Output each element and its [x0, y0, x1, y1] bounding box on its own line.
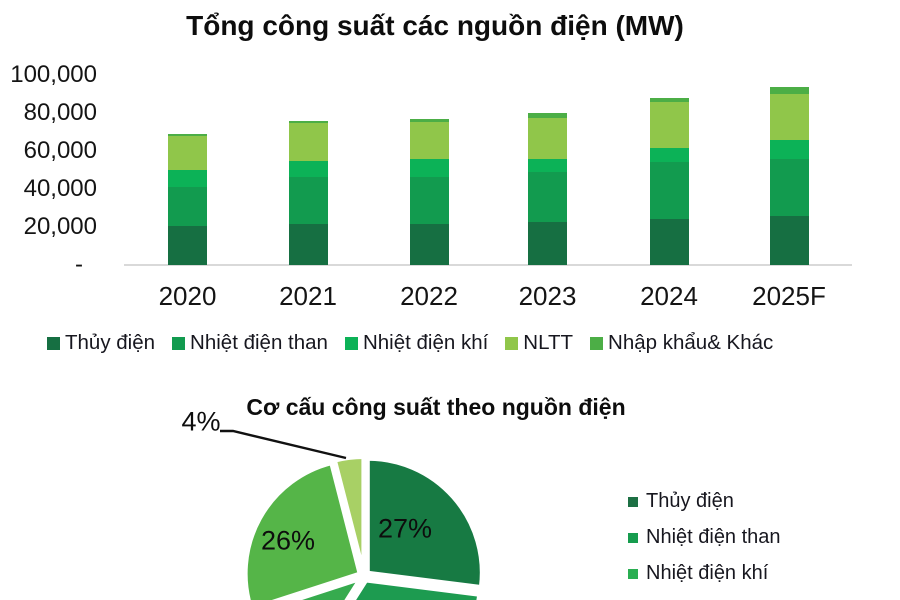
bar-segment-2023-s2: [528, 158, 567, 172]
bar-segment-2020-s4: [168, 133, 207, 137]
legend-label: Nhiệt điện than: [190, 331, 328, 354]
legend-swatch-icon: [590, 336, 604, 350]
bar-segment-2025F-s0: [769, 215, 809, 265]
y-axis-tick-label: 80,000: [23, 99, 97, 126]
x-axis-label-2020: 2020: [158, 281, 217, 311]
legend-swatch-icon: [505, 336, 519, 350]
bar-segment-2022-s2: [409, 159, 449, 178]
pie-chart-title: Cơ cấu công suất theo nguồn điện: [246, 394, 626, 420]
bar-segment-2022-s3: [409, 121, 449, 160]
bar-legend-item-0: Thủy điện: [47, 331, 155, 355]
pie-legend-item-2: Nhiệt điện khí: [628, 562, 781, 585]
y-axis-tick-label: 20,000: [23, 213, 97, 240]
bar-segment-2023-s3: [528, 117, 567, 159]
y-axis-tick-label: 40,000: [23, 175, 97, 202]
legend-swatch-icon: [628, 532, 638, 543]
legend-label: Thủy điện: [646, 490, 734, 512]
bar-segment-2021-s4: [288, 120, 328, 124]
bar-segment-2023-s1: [528, 171, 567, 222]
bar-segment-2025F-s3: [769, 94, 809, 140]
bar-segment-2023-s4: [528, 113, 567, 118]
pie-percent-label-4: 4%: [181, 406, 221, 437]
bar-segment-2020-s0: [168, 226, 207, 265]
bar-segment-2022-s0: [409, 223, 449, 265]
pie-percent-label-0: 27%: [377, 513, 433, 544]
legend-label: Nhập khẩu& Khác: [608, 331, 774, 354]
pie-slice-4: [333, 455, 366, 573]
bar-segment-2020-s2: [168, 170, 207, 187]
bar-segment-2022-s4: [409, 119, 449, 122]
x-axis-label-2024: 2024: [640, 281, 698, 311]
bar-segment-2025F-s4: [769, 86, 809, 95]
pie-legend-item-0: Thủy điện: [628, 490, 781, 513]
pie-label-leader-line: [220, 429, 347, 460]
x-axis-baseline: [124, 264, 852, 266]
legend-label: Thủy điện: [65, 331, 156, 354]
bar-segment-2023-s0: [528, 221, 567, 265]
legend-swatch-icon: [628, 568, 638, 579]
x-axis-label-2025F: 2025F: [752, 281, 826, 311]
bar-segment-2021-s1: [288, 177, 328, 225]
legend-swatch-icon: [47, 336, 60, 350]
bar-segment-2021-s3: [288, 123, 328, 162]
bar-segment-2025F-s2: [769, 139, 809, 160]
bar-segment-2024-s0: [649, 218, 689, 265]
pie-slice-3: [243, 461, 362, 600]
bar-legend-item-1: Nhiệt điện than: [172, 331, 328, 355]
legend-label: Nhiệt điện khí: [646, 562, 769, 584]
pie-percent-label-3: 26%: [260, 525, 316, 556]
bar-legend-item-2: Nhiệt điện khí: [344, 331, 489, 355]
bar-segment-2021-s0: [288, 224, 328, 265]
legend-label: NLTT: [523, 331, 574, 354]
bar-segment-2021-s2: [288, 161, 328, 178]
pie-chart-legend: Thủy điện Nhiệt điện than Nhiệt điện khí: [628, 490, 781, 585]
y-axis-tick-label: 60,000: [23, 137, 97, 164]
pie-slice-0: [365, 456, 484, 589]
x-axis-label-2021: 2021: [279, 281, 337, 311]
bar-segment-2022-s1: [409, 177, 449, 224]
pie-legend-item-1: Nhiệt điện than: [628, 526, 781, 549]
bar-segment-2025F-s1: [769, 159, 809, 216]
legend-label: Nhiệt điện than: [646, 526, 781, 548]
x-axis-label-2023: 2023: [518, 281, 577, 311]
bar-segment-2024-s3: [649, 101, 689, 148]
bar-legend-item-4: Nhập khẩu& Khác: [590, 331, 773, 355]
legend-label: Nhiệt điện khí: [362, 331, 489, 354]
bar-legend-item-3: NLTT: [505, 331, 573, 355]
legend-swatch-icon: [344, 336, 358, 350]
y-axis-tick-label: 100,000: [10, 61, 97, 88]
legend-swatch-icon: [172, 336, 186, 350]
bar-segment-2020-s1: [168, 186, 207, 227]
bar-segment-2024-s4: [649, 97, 689, 102]
bar-chart-title: Tổng công suất các nguồn điện (MW): [186, 10, 684, 41]
y-axis-tick-label: -: [75, 251, 83, 278]
bar-segment-2024-s1: [649, 162, 689, 219]
pie-slice-1: [351, 578, 482, 600]
bar-segment-2020-s3: [168, 136, 207, 170]
pie-slice-2: [289, 577, 362, 600]
bar-segment-2024-s2: [649, 147, 689, 163]
legend-swatch-icon: [628, 496, 638, 507]
x-axis-label-2022: 2022: [400, 281, 458, 311]
bar-chart-legend: Thủy điện Nhiệt điện than Nhiệt điện khí NL…: [47, 331, 773, 355]
